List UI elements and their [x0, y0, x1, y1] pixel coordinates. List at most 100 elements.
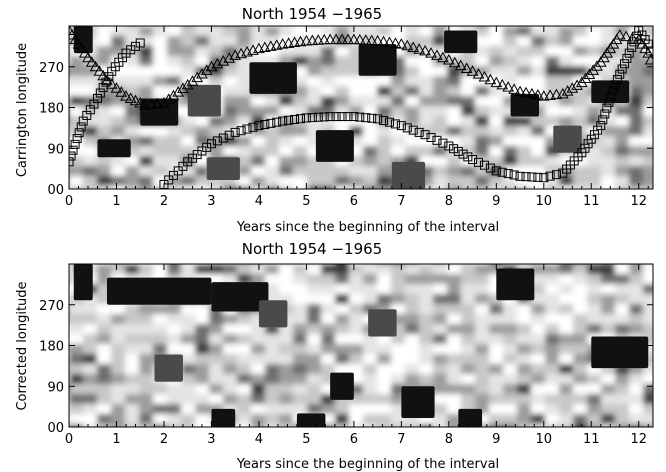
triangle-marker: [129, 94, 142, 106]
square-marker: [254, 121, 264, 131]
triangle-marker: [448, 56, 461, 68]
activity-patch: [140, 98, 179, 126]
chart-title-top: North 1954 −1965: [242, 5, 382, 23]
square-marker: [178, 161, 188, 171]
square-marker: [224, 130, 234, 140]
x-tick-label: 12: [630, 432, 647, 447]
square-marker: [463, 152, 473, 162]
x-tick-label: 8: [445, 432, 453, 447]
square-marker: [637, 30, 647, 40]
triangle-marker: [196, 67, 208, 79]
triangle-marker: [413, 43, 426, 54]
square-marker: [402, 123, 412, 133]
heatmap-top-patches: [73, 26, 630, 189]
triangle-marker: [484, 73, 497, 85]
activity-patch: [315, 130, 354, 162]
activity-patch: [391, 161, 426, 189]
x-tick-label: 10: [536, 432, 553, 447]
x-tick-label: 7: [397, 432, 405, 447]
triangle-marker: [520, 86, 532, 98]
square-marker: [598, 115, 608, 125]
triangle-marker: [419, 44, 431, 56]
square-marker: [74, 128, 84, 138]
triangle-marker: [537, 90, 550, 101]
triangle-marker: [401, 39, 414, 51]
chart-title-bottom: North 1954 −1965: [242, 240, 382, 258]
triangle-marker: [324, 33, 336, 45]
square-marker: [331, 112, 341, 122]
square-marker: [551, 170, 561, 180]
triangle-marker: [172, 86, 185, 97]
square-marker: [438, 138, 448, 148]
square-marker: [295, 114, 305, 124]
triangle-marker: [145, 98, 158, 109]
square-marker: [602, 103, 612, 113]
activity-patch: [258, 300, 288, 328]
square-marker: [458, 149, 468, 159]
activity-patch: [206, 157, 240, 180]
triangle-marker: [377, 35, 390, 47]
square-marker: [313, 112, 323, 122]
y-axis-label-bottom: Corrected longitude: [15, 281, 30, 410]
triangle-marker: [561, 85, 574, 96]
square-marker: [509, 170, 519, 180]
x-axis-label-top: Years since the beginning of the interva…: [236, 220, 499, 235]
triangle-marker: [336, 33, 348, 45]
triangle-marker: [89, 60, 102, 72]
activity-patch: [510, 93, 540, 117]
activity-patch: [368, 309, 397, 337]
triangle-marker: [124, 92, 137, 103]
square-marker: [485, 163, 495, 173]
triangle-marker: [151, 97, 164, 109]
square-marker: [168, 170, 178, 180]
triangle-marker: [389, 37, 402, 48]
triangle-marker: [490, 76, 503, 88]
square-marker: [479, 160, 489, 170]
activity-patch: [444, 30, 478, 54]
square-marker: [539, 173, 549, 183]
square-marker: [600, 109, 610, 119]
x-tick-label: 3: [207, 432, 215, 447]
square-marker: [212, 136, 222, 146]
square-marker: [95, 88, 105, 98]
heatmap-bottom-patches: [73, 264, 649, 427]
square-marker: [248, 122, 258, 132]
y-tick-label: 270: [39, 61, 64, 76]
triangle-marker: [383, 36, 396, 48]
x-tick-label: 12: [630, 194, 647, 209]
square-marker: [515, 171, 525, 181]
activity-patch: [458, 408, 483, 427]
triangle-marker: [105, 78, 118, 89]
square-marker: [284, 115, 294, 125]
square-marker: [606, 92, 616, 102]
square-marker: [643, 39, 653, 49]
square-marker: [589, 130, 599, 140]
activity-patch: [211, 282, 269, 312]
triangle-marker: [431, 49, 443, 60]
triangle-marker: [496, 78, 509, 90]
triangle-marker: [442, 53, 455, 65]
square-marker: [69, 151, 76, 161]
square-marker: [121, 48, 131, 58]
triangle-marker: [544, 89, 556, 100]
square-marker: [491, 166, 501, 176]
square-marker: [586, 134, 596, 144]
triangle-marker: [472, 68, 485, 79]
square-marker: [325, 112, 335, 122]
triangle-marker: [566, 82, 579, 93]
x-tick-label: 0: [65, 194, 73, 209]
square-marker: [301, 113, 311, 123]
square-marker: [521, 172, 531, 182]
triangle-marker: [365, 34, 378, 46]
square-marker: [396, 121, 406, 131]
x-tick-label: 0: [65, 432, 73, 447]
triangle-marker: [306, 34, 319, 46]
triangle-marker: [134, 96, 147, 108]
activity-patch: [249, 62, 297, 94]
activity-patch: [401, 386, 435, 418]
square-marker: [640, 35, 650, 45]
square-marker: [164, 175, 174, 185]
y-axis-label-top: Carrington longitude: [15, 43, 30, 177]
